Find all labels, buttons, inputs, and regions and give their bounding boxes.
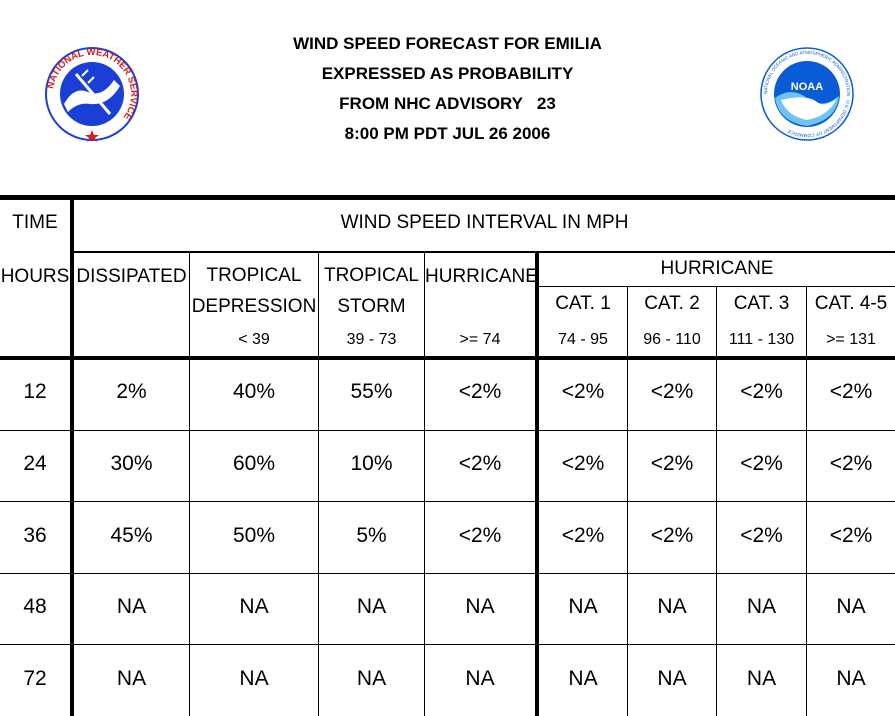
table-cell-hur: NA (465, 595, 495, 618)
col-hurricane: HURRICANE (425, 266, 538, 287)
table-cell-ts: NA (356, 667, 387, 690)
col-td-range: < 39 (238, 331, 270, 348)
table-cell-c2: NA (657, 667, 687, 690)
table-cell-hur: NA (465, 667, 495, 690)
col-divider-td (318, 251, 319, 716)
table-cell-c1: <2% (561, 524, 605, 547)
table-cell-hours: 24 (23, 452, 47, 475)
col-cat45: CAT. 4-5 (814, 293, 888, 314)
table-cell-c2: NA (657, 595, 687, 618)
table-cell-c2: <2% (650, 452, 694, 475)
col-divider-cat1 (627, 286, 628, 716)
table-cell-hours: 48 (23, 595, 47, 618)
table-cell-c2: <2% (650, 380, 694, 403)
table-cell-hur: <2% (458, 524, 502, 547)
table-cell-hur: <2% (458, 452, 502, 475)
table-cell-dissipated: 30% (110, 452, 153, 475)
col-cat1: CAT. 1 (555, 293, 611, 314)
col-cat3: CAT. 3 (733, 293, 790, 314)
table-cell-c1: <2% (561, 452, 605, 475)
table-cell-td: 50% (232, 524, 276, 547)
table-cell-c3: NA (746, 667, 777, 690)
table-cell-c45: NA (836, 595, 866, 618)
table-cell-ts: 55% (350, 380, 393, 403)
table-cell-dissipated: NA (116, 667, 147, 690)
table-cell-td: 40% (232, 380, 276, 403)
col-divider-dissipated (189, 251, 190, 716)
nws-logo: NATIONAL WEATHER SERVICE (44, 46, 140, 147)
col-hurricane-range: >= 74 (459, 331, 501, 348)
col-divider-ts (424, 251, 425, 716)
table-cell-ts: 10% (350, 452, 393, 475)
table-cell-td: 60% (232, 452, 276, 475)
table-cell-td: NA (239, 595, 269, 618)
table-cell-hur: <2% (458, 380, 502, 403)
time-column-border (70, 195, 74, 716)
table-cell-hours: 12 (23, 380, 47, 403)
title-line-4: 8:00 PM PDT JUL 26 2006 (344, 124, 551, 143)
table-cell-hours: 72 (23, 667, 47, 690)
table-cell-c1: NA (568, 667, 598, 690)
title-line-1: WIND SPEED FORECAST FOR EMILIA (293, 34, 602, 53)
col-divider-cat2 (716, 286, 717, 716)
table-cell-c45: NA (836, 667, 866, 690)
title-line-3: FROM NHC ADVISORY 23 (339, 94, 556, 113)
noaa-logo: NOAA NATIONAL OCEANIC AND ATMOSPHERIC AD… (759, 46, 855, 147)
time-label: TIME (12, 212, 58, 233)
table-cell-c1: <2% (561, 380, 605, 403)
col-cat2: CAT. 2 (644, 293, 700, 314)
col-divider-cat3 (806, 286, 807, 716)
row-divider-4 (0, 644, 895, 645)
col-ts-line1: TROPICAL (323, 265, 420, 286)
interval-label: WIND SPEED INTERVAL IN MPH (340, 212, 629, 233)
col-cat1-range: 74 - 95 (558, 331, 608, 348)
col-cat3-range: 111 - 130 (728, 331, 795, 348)
table-cell-c3: <2% (740, 380, 783, 403)
table-cell-dissipated: 45% (110, 524, 153, 547)
col-dissipated: DISSIPATED (76, 266, 187, 287)
col-td-line2: DEPRESSION (191, 296, 317, 317)
table-cell-c1: NA (568, 595, 598, 618)
table-cell-c45: <2% (829, 452, 873, 475)
row-divider-1 (0, 430, 895, 431)
table-cell-dissipated: 2% (116, 380, 147, 403)
hurricane-group-label: HURRICANE (660, 258, 774, 279)
table-top-border (0, 195, 895, 200)
table-cell-td: NA (239, 667, 269, 690)
col-cat2-range: 96 - 110 (643, 331, 701, 348)
interval-divider (72, 251, 895, 253)
hours-label: HOURS (0, 266, 70, 287)
table-cell-c45: <2% (829, 380, 873, 403)
title-line-2: EXPRESSED AS PROBABILITY (321, 64, 574, 83)
col-ts-range: 39 - 73 (346, 331, 397, 348)
table-cell-hours: 36 (23, 524, 47, 547)
col-ts-line2: STORM (337, 296, 406, 317)
table-cell-c45: <2% (829, 524, 873, 547)
row-divider-3 (0, 573, 895, 574)
table-cell-dissipated: NA (116, 595, 147, 618)
col-td-line1: TROPICAL (206, 265, 302, 286)
table-cell-ts: 5% (356, 524, 387, 547)
row-divider-2 (0, 501, 895, 502)
col-cat45-range: >= 131 (826, 331, 876, 348)
table-cell-c3: NA (746, 595, 777, 618)
header-bottom-border (0, 356, 895, 360)
hurricane-group-border (535, 251, 539, 716)
table-cell-ts: NA (356, 595, 387, 618)
table-cell-c2: <2% (650, 524, 694, 547)
noaa-text: NOAA (791, 81, 823, 93)
table-cell-c3: <2% (740, 524, 783, 547)
table-cell-c3: <2% (740, 452, 783, 475)
